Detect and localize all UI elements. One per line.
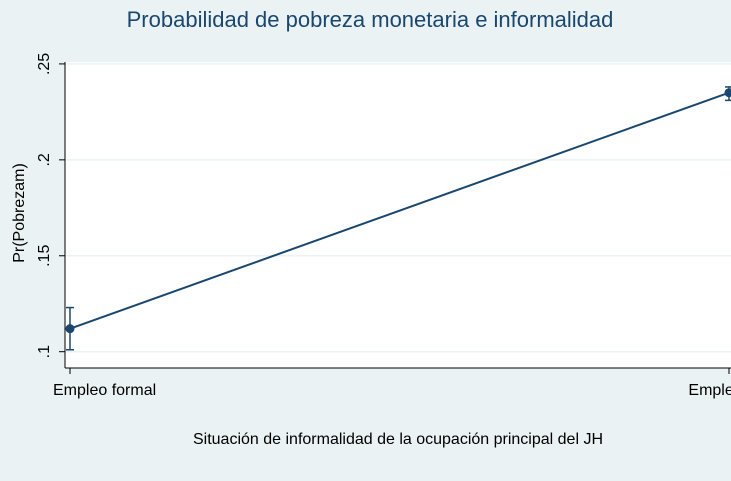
- line: [69, 91, 730, 330]
- x-tick-label: Empleo formal: [53, 382, 156, 399]
- point: [65, 324, 75, 334]
- x-axis-title: Situación de informalidad de la ocupació…: [193, 431, 603, 448]
- y-tick-label: .25: [36, 53, 53, 75]
- chart-title: Probabilidad de pobreza monetaria e info…: [127, 7, 614, 32]
- point: [724, 88, 731, 98]
- y-axis-title: Pr(Pobrezam): [11, 163, 28, 263]
- y-tick-label: .1: [36, 345, 53, 358]
- x-tick-label: Empleo informal: [688, 382, 731, 399]
- y-tick-label: .2: [36, 153, 53, 166]
- y-tick-label: .15: [36, 245, 53, 267]
- plot-area: [65, 62, 731, 368]
